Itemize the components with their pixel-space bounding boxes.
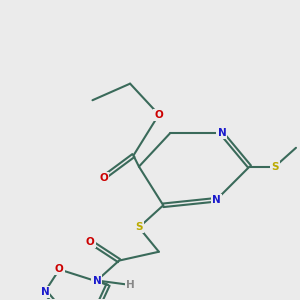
Text: O: O — [55, 264, 64, 274]
Text: O: O — [99, 172, 108, 183]
Text: O: O — [154, 110, 163, 120]
Text: S: S — [271, 162, 279, 172]
Text: N: N — [212, 195, 221, 205]
Text: S: S — [135, 222, 143, 233]
Text: O: O — [86, 237, 95, 247]
Text: N: N — [92, 275, 101, 286]
Text: H: H — [126, 280, 134, 290]
Text: N: N — [40, 286, 49, 297]
Text: N: N — [218, 128, 226, 138]
